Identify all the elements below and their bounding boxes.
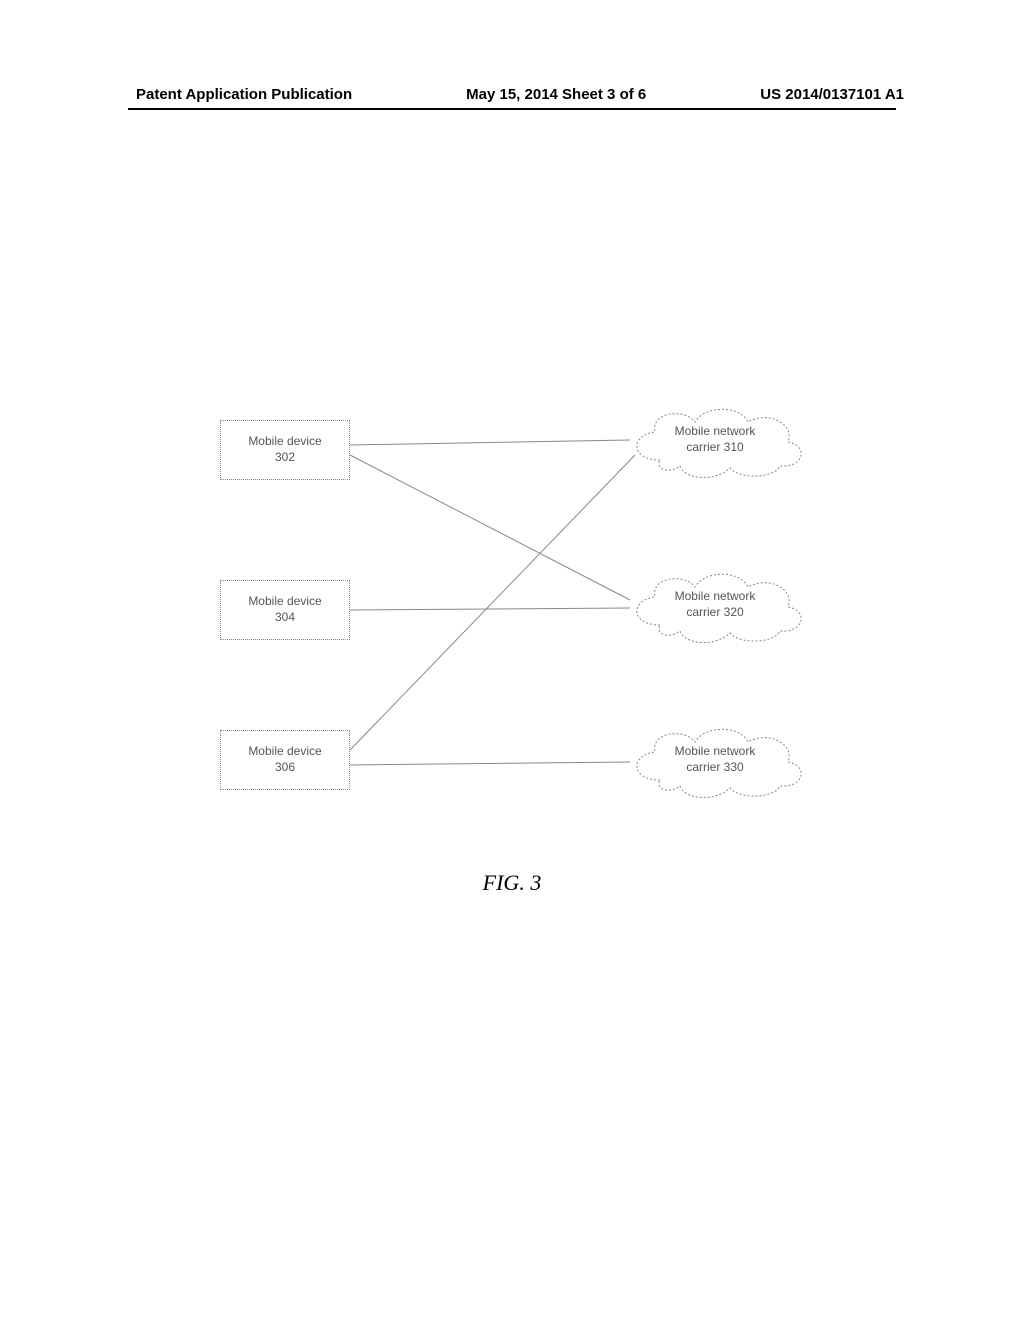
figure-caption: FIG. 3	[0, 870, 1024, 896]
page-header: Patent Application Publication May 15, 2…	[0, 86, 1024, 103]
edge-d306-c310	[350, 455, 635, 750]
node-mobile-device-302: Mobile device 302	[220, 420, 350, 480]
node-mobile-device-306: Mobile device 306	[220, 730, 350, 790]
header-left: Patent Application Publication	[136, 86, 352, 103]
cloud-text: Mobile network carrier 330	[620, 720, 810, 800]
page: Patent Application Publication May 15, 2…	[0, 0, 1024, 1320]
edge-d306-c330	[350, 762, 630, 765]
node-number: 304	[275, 610, 295, 626]
header-row: Patent Application Publication May 15, 2…	[0, 86, 1024, 103]
edge-d302-c310	[350, 440, 630, 445]
cloud-text: Mobile network carrier 320	[620, 565, 810, 645]
cloud-label: Mobile network	[675, 744, 756, 760]
header-rule	[128, 108, 896, 110]
node-number: 302	[275, 450, 295, 466]
node-label: Mobile device	[248, 434, 321, 450]
node-number: 306	[275, 760, 295, 776]
header-right: US 2014/0137101 A1	[760, 86, 904, 103]
cloud-sub: carrier 310	[686, 440, 743, 456]
cloud-sub: carrier 330	[686, 760, 743, 776]
edge-d302-c320	[350, 455, 630, 600]
node-carrier-320: Mobile network carrier 320	[620, 565, 810, 645]
node-label: Mobile device	[248, 594, 321, 610]
node-carrier-330: Mobile network carrier 330	[620, 720, 810, 800]
cloud-sub: carrier 320	[686, 605, 743, 621]
network-diagram: Mobile device 302 Mobile device 304 Mobi…	[200, 390, 840, 840]
cloud-text: Mobile network carrier 310	[620, 400, 810, 480]
node-label: Mobile device	[248, 744, 321, 760]
edge-d304-c320	[350, 608, 630, 610]
node-mobile-device-304: Mobile device 304	[220, 580, 350, 640]
header-center: May 15, 2014 Sheet 3 of 6	[466, 86, 646, 103]
cloud-label: Mobile network	[675, 589, 756, 605]
node-carrier-310: Mobile network carrier 310	[620, 400, 810, 480]
cloud-label: Mobile network	[675, 424, 756, 440]
